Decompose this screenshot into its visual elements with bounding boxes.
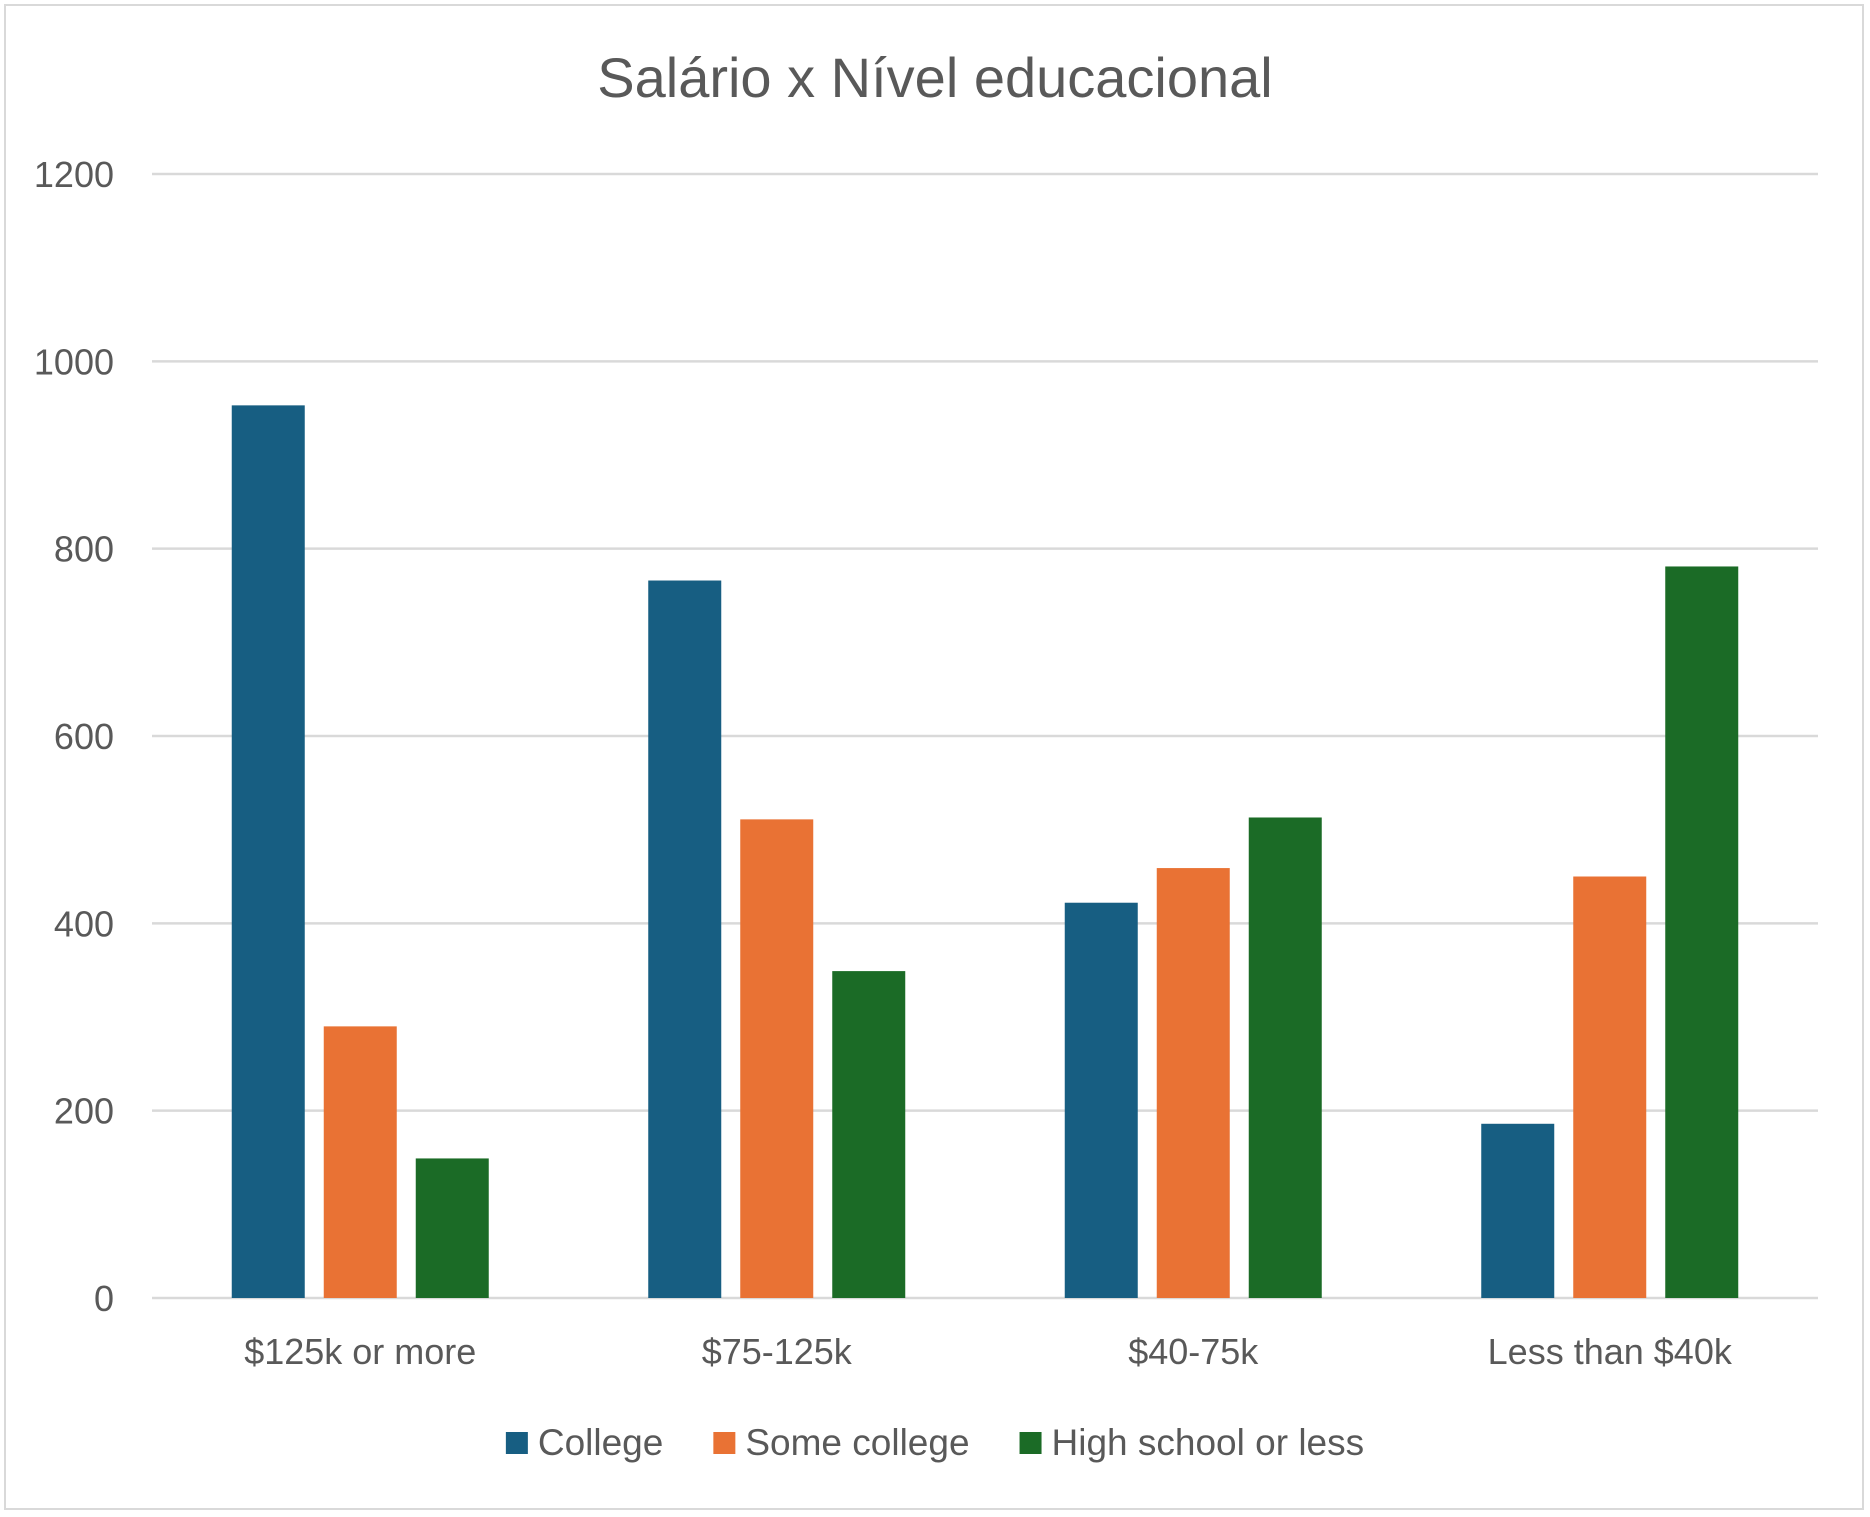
bar-some-college-3 xyxy=(1573,876,1647,1298)
bar-high-school-or-less-1 xyxy=(832,971,906,1298)
y-axis-tick-labels: 0 200 400 600 800 1000 1200 xyxy=(34,154,114,1319)
legend: College Some college High school or less xyxy=(505,1422,1365,1463)
chart-title: Salário x Nível educacional xyxy=(597,46,1272,109)
y-tick-label: 0 xyxy=(94,1278,114,1319)
x-tick-label: $40-75k xyxy=(1128,1331,1259,1372)
legend-label: College xyxy=(538,1422,663,1463)
bar-high-school-or-less-3 xyxy=(1665,566,1739,1298)
x-tick-label: $75-125k xyxy=(702,1331,853,1372)
gridlines xyxy=(152,172,1818,1300)
y-tick-label: 400 xyxy=(54,903,114,944)
bar-college-0 xyxy=(231,405,305,1298)
bar-high-school-or-less-0 xyxy=(415,1158,489,1298)
bar-college-1 xyxy=(648,580,722,1298)
x-tick-label: Less than $40k xyxy=(1488,1331,1733,1372)
bar-college-3 xyxy=(1481,1123,1555,1298)
legend-item: Some college xyxy=(713,1422,970,1463)
legend-item: High school or less xyxy=(1019,1422,1365,1463)
bar-some-college-1 xyxy=(740,819,814,1298)
bar-some-college-0 xyxy=(323,1026,397,1298)
y-tick-label: 200 xyxy=(54,1091,114,1132)
bar-some-college-2 xyxy=(1156,868,1230,1298)
bar-high-school-or-less-2 xyxy=(1248,817,1322,1298)
legend-item: College xyxy=(505,1422,663,1463)
y-tick-label: 1200 xyxy=(34,154,114,195)
legend-label: High school or less xyxy=(1052,1422,1365,1463)
legend-label: Some college xyxy=(745,1422,969,1463)
legend-swatch xyxy=(713,1432,736,1454)
bar-college-2 xyxy=(1064,902,1138,1298)
y-tick-label: 800 xyxy=(54,529,114,570)
x-axis-tick-labels: $125k or more $75-125k $40-75k Less than $4… xyxy=(244,1331,1733,1372)
x-tick-label: $125k or more xyxy=(244,1331,476,1372)
y-tick-label: 1000 xyxy=(34,341,114,382)
legend-swatch xyxy=(1019,1432,1042,1454)
legend-swatch xyxy=(505,1432,528,1454)
y-tick-label: 600 xyxy=(54,716,114,757)
bars xyxy=(231,405,1739,1298)
